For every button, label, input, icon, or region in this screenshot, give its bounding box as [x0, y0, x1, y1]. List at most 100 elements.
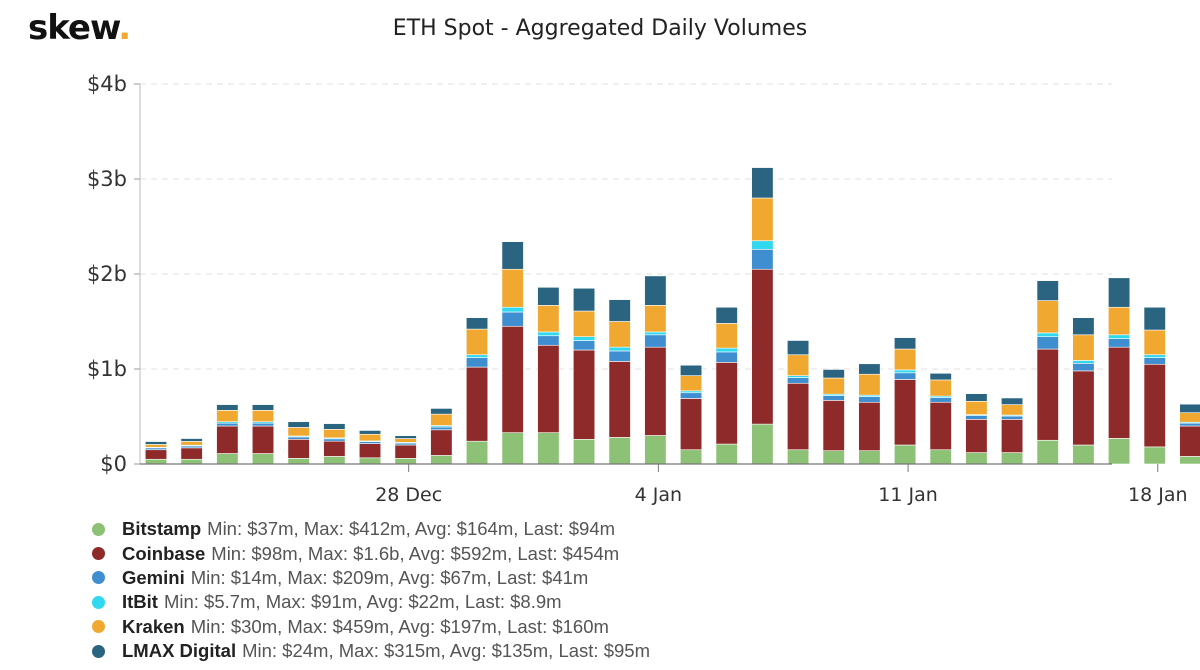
bar-segment-lmax-digital — [144, 441, 168, 445]
bar-segment-coinbase — [679, 398, 703, 451]
bar-segment-gemini — [1072, 362, 1095, 372]
bar-segment-kraken — [965, 400, 988, 415]
bar-segment-lmax-digital — [1072, 317, 1095, 336]
bar-segment-gemini — [644, 334, 667, 348]
bar-segment-lmax-digital — [501, 241, 524, 270]
legend-item-gemini[interactable]: Gemini Min: $14m, Max: $209m, Avg: $67m, … — [92, 566, 650, 590]
bar-segment-kraken — [180, 441, 203, 446]
legend-dot — [92, 571, 105, 585]
bar-segment-coinbase — [822, 400, 845, 452]
bar-segment-gemini — [1036, 336, 1059, 350]
bar-segment-gemini — [929, 397, 952, 403]
bar-segment-lmax-digital — [394, 435, 417, 439]
bar-segment-kraken — [787, 354, 810, 376]
bar-segment-bitstamp — [787, 449, 810, 465]
bar-segment-coinbase — [644, 346, 667, 436]
bar-segment-gemini — [430, 426, 453, 431]
bar-segment-coinbase — [144, 449, 168, 460]
bar-segment-kraken — [1036, 300, 1059, 334]
bar-segment-coinbase — [858, 401, 881, 452]
bar-segment-bitstamp — [1001, 452, 1024, 465]
legend-series-name: Bitstamp — [122, 518, 202, 540]
bar-segment-lmax-digital — [287, 421, 310, 428]
bar-segment-itbit — [751, 240, 774, 250]
bar-segment-itbit — [644, 331, 667, 336]
bar-segment-gemini — [1143, 357, 1166, 365]
bar-segment-coinbase — [465, 366, 489, 442]
y-tick-label: $1b — [87, 357, 127, 381]
bar-segment-coinbase — [537, 344, 560, 433]
bar-segment-gemini — [323, 438, 346, 442]
bar-segment-kraken — [1072, 334, 1095, 361]
legend-item-itbit[interactable]: ItBit Min: $5.7m, Max: $91m, Avg: $22m, L… — [92, 590, 650, 614]
y-tick-label: $3b — [87, 167, 127, 191]
legend-item-coinbase[interactable]: Coinbase Min: $98m, Max: $1.6b, Avg: $592… — [92, 541, 650, 565]
bar-segment-kraken — [572, 310, 596, 337]
y-tick-label: $4b — [87, 72, 127, 96]
bar-segment-bitstamp — [1143, 446, 1166, 465]
legend-series-stats: Min: $5.7m, Max: $91m, Avg: $22m, Last: … — [163, 591, 562, 613]
bar-segment-gemini — [787, 377, 810, 384]
bar-segment-coinbase — [1036, 348, 1059, 441]
bar-segment-kraken — [679, 375, 703, 392]
bar-segment-gemini — [751, 249, 774, 270]
bar-segment-gemini — [822, 395, 845, 401]
bar-segment-kraken — [537, 305, 560, 333]
legend-dot — [92, 644, 105, 658]
bar-segment-kraken — [430, 413, 453, 426]
bar-segment-kraken — [894, 348, 917, 371]
bar-segment-coinbase — [787, 382, 810, 451]
bar-segment-gemini — [1108, 338, 1131, 348]
bar-segment-kraken — [822, 377, 845, 395]
bar-segment-itbit — [1143, 354, 1166, 358]
bar-segment-kraken — [608, 321, 631, 348]
x-tick-label: 28 Dec — [375, 484, 442, 506]
chart-title: ETH Spot - Aggregated Daily Volumes — [392, 16, 808, 41]
skew-logo: skew. — [28, 8, 131, 48]
bar-segment-bitstamp — [929, 449, 952, 465]
bar-segment-bitstamp — [144, 458, 168, 465]
bar-segment-bitstamp — [537, 432, 560, 465]
bar-segment-bitstamp — [858, 450, 881, 465]
legend-series-stats: Min: $37m, Max: $412m, Avg: $164m, Last:… — [207, 518, 616, 540]
bar-segment-bitstamp — [430, 455, 453, 465]
bar-segment-bitstamp — [572, 438, 596, 465]
x-tick-label: 18 Jan — [1128, 484, 1188, 506]
legend-dot — [92, 595, 105, 609]
y-tick-label: $0 — [100, 452, 127, 476]
bar-segment-bitstamp — [608, 437, 631, 465]
bar-segment-kraken — [929, 379, 952, 397]
bar-segment-kraken — [751, 197, 774, 242]
bar-segment-itbit — [537, 331, 560, 337]
bar-segment-kraken — [715, 323, 738, 349]
bar-segment-kraken — [251, 410, 275, 423]
bar-segment-lmax-digital — [858, 363, 881, 375]
bar-segment-lmax-digital — [929, 372, 952, 381]
bar-segment-kraken — [501, 268, 524, 308]
bar-segment-bitstamp — [180, 458, 203, 465]
bar-segment-itbit — [1108, 334, 1131, 339]
bar-segment-coinbase — [1143, 363, 1166, 448]
bar-segment-lmax-digital — [1036, 280, 1059, 301]
legend-series-name: Gemini — [122, 566, 185, 588]
legend-item-kraken[interactable]: Kraken Min: $30m, Max: $459m, Avg: $197m,… — [92, 615, 650, 639]
bar-segment-lmax-digital — [216, 404, 239, 411]
bar-segment-lmax-digital — [679, 364, 703, 376]
legend-item-bitstamp[interactable]: Bitstamp Min: $37m, Max: $412m, Avg: $164… — [92, 517, 650, 541]
bar-segment-coinbase — [501, 325, 524, 433]
bars — [144, 167, 1200, 465]
bar-segment-coinbase — [1179, 425, 1200, 457]
bar-segment-gemini — [501, 311, 524, 327]
bar-segment-gemini — [1179, 422, 1200, 427]
bar-segment-kraken — [323, 429, 346, 439]
bar-segment-coinbase — [572, 349, 596, 440]
legend: Bitstamp Min: $37m, Max: $412m, Avg: $164… — [92, 517, 650, 663]
bar-segment-coinbase — [608, 361, 631, 438]
legend-item-lmax-digital[interactable]: LMAX Digital Min: $24m, Max: $315m, Avg: … — [92, 639, 650, 663]
bar-segment-coinbase — [1108, 346, 1131, 439]
bar-segment-lmax-digital — [787, 340, 810, 356]
bar-segment-gemini — [287, 436, 310, 440]
bar-segment-bitstamp — [287, 457, 310, 465]
bar-segment-itbit — [715, 347, 738, 353]
bar-segment-coinbase — [430, 429, 453, 456]
